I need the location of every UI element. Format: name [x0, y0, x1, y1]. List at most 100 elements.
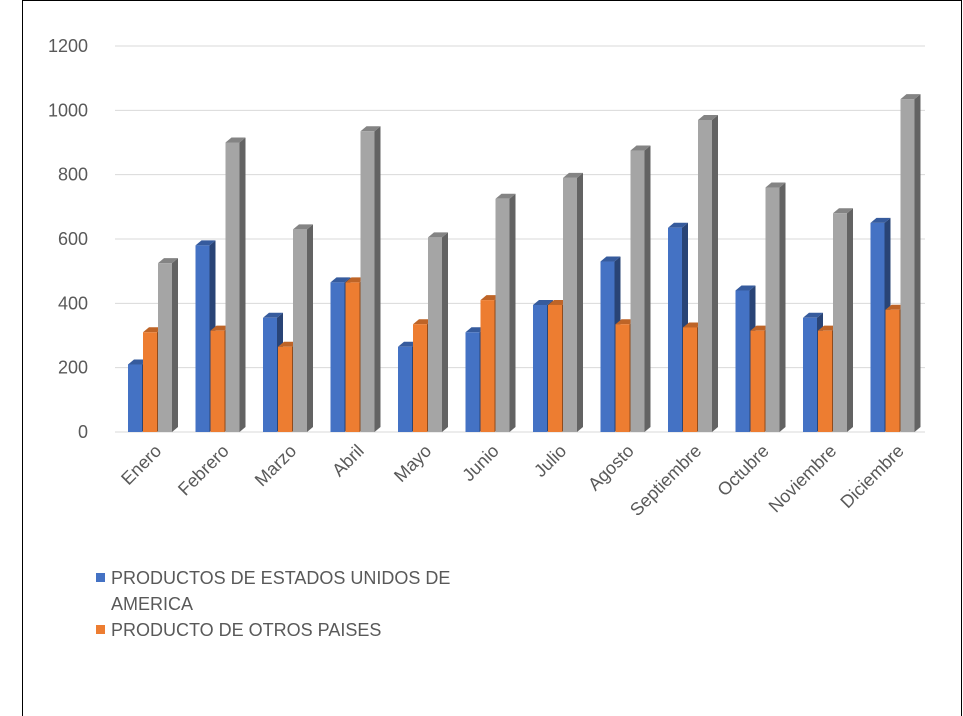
bar-front	[128, 364, 142, 432]
bar-side	[644, 145, 651, 432]
bar-side	[172, 258, 178, 432]
chart-frame	[22, 0, 962, 716]
bar-front	[885, 309, 900, 432]
x-tick-label: Mayo	[390, 441, 435, 486]
bar-side	[914, 94, 921, 432]
bar-top	[900, 94, 921, 100]
x-tick-label: Marzo	[251, 441, 301, 491]
bar-front	[803, 317, 817, 432]
bar-front	[750, 330, 765, 432]
bar-top	[870, 217, 891, 223]
bar-front	[143, 332, 157, 432]
legend-label-usa: PRODUCTOS DE ESTADOS UNIDOS DE AMERICA	[111, 568, 451, 614]
bar-front	[833, 213, 847, 432]
bar	[495, 193, 516, 432]
bar-front	[398, 346, 412, 432]
legend-item-usa: PRODUCTOS DE ESTADOS UNIDOS DE AMERICA	[96, 565, 516, 617]
x-axis-labels: Enero Febrero Marzo Abril Mayo Junio Julio Agos…	[117, 441, 908, 520]
bar-top	[293, 224, 313, 230]
bar-front	[293, 229, 307, 432]
y-tick-label: 200	[58, 358, 88, 378]
x-tick-label: Agosto	[584, 441, 638, 495]
bars	[128, 94, 921, 432]
bar	[428, 232, 448, 432]
bar	[900, 94, 921, 432]
bar	[765, 182, 786, 432]
bar-front	[668, 227, 682, 432]
legend: PRODUCTOS DE ESTADOS UNIDOS DE AMERICA P…	[96, 565, 516, 643]
bar-top	[668, 222, 688, 228]
bar-top	[428, 232, 448, 238]
bar-front	[158, 263, 172, 432]
x-tick-label: Enero	[117, 441, 165, 489]
x-tick-label: Noviembre	[765, 441, 841, 517]
bar	[158, 258, 178, 432]
x-tick-label: Abril	[328, 441, 368, 481]
bar-front	[263, 317, 277, 432]
x-tick-label: Octubre	[713, 441, 772, 500]
bar-front	[870, 222, 885, 432]
bar-front	[345, 282, 360, 432]
y-tick-label: 1200	[48, 36, 88, 56]
bar-side	[779, 182, 786, 432]
bar-front	[360, 131, 375, 432]
bar-front	[683, 327, 697, 432]
bar-front	[548, 304, 562, 432]
bar-side	[577, 172, 583, 432]
bar	[698, 114, 718, 432]
bar-front	[615, 324, 630, 432]
bar-top	[735, 285, 756, 291]
bar-top	[330, 277, 351, 283]
bar-front	[210, 330, 225, 432]
bar	[833, 208, 853, 432]
bar-side	[712, 114, 718, 432]
bar-top	[195, 240, 216, 246]
bar-front	[600, 261, 615, 432]
bar-top	[803, 312, 823, 318]
y-tick-label: 400	[58, 293, 88, 313]
bar-top	[563, 172, 583, 178]
bar-front	[330, 282, 345, 432]
bar-front	[818, 330, 832, 432]
bar-front	[428, 237, 442, 432]
y-tick-label: 1000	[48, 100, 88, 120]
bar-top	[158, 258, 178, 264]
y-tick-label: 0	[78, 422, 88, 442]
x-tick-label: Julio	[530, 441, 570, 481]
bar-front	[278, 346, 292, 432]
bar-front	[413, 324, 427, 432]
bar-top	[263, 312, 283, 318]
bar-side	[374, 126, 381, 432]
bar-front	[480, 300, 495, 432]
bar-side	[847, 208, 853, 432]
bar	[360, 126, 381, 432]
legend-swatch-usa	[96, 573, 105, 582]
x-tick-label: Diciembre	[836, 441, 907, 512]
bar-top	[698, 114, 718, 120]
legend-swatch-otros	[96, 625, 105, 634]
bar-side	[307, 224, 313, 432]
bar-front	[765, 187, 780, 432]
x-tick-label: Febrero	[174, 441, 233, 500]
bar-side	[239, 137, 246, 432]
bar-front	[735, 290, 750, 432]
bar-front	[533, 304, 547, 432]
bar-top	[600, 256, 621, 262]
bar-front	[465, 332, 480, 432]
bar-front	[630, 150, 645, 432]
y-axis-ticks: 0 200 400 600 800 1000 1200	[48, 36, 88, 442]
x-tick-label: Junio	[458, 441, 503, 486]
bar-side	[442, 232, 448, 432]
bar-top	[533, 299, 553, 305]
x-tick-label: Septiembre	[626, 441, 705, 520]
bar-top	[765, 182, 786, 188]
bar-front	[900, 99, 915, 432]
bar-front	[563, 177, 577, 432]
bar	[225, 137, 246, 432]
bar	[563, 172, 583, 432]
legend-label-otros: PRODUCTO DE OTROS PAISES	[111, 620, 382, 640]
y-tick-label: 600	[58, 229, 88, 249]
bar-top	[495, 193, 516, 199]
bar	[293, 224, 313, 432]
